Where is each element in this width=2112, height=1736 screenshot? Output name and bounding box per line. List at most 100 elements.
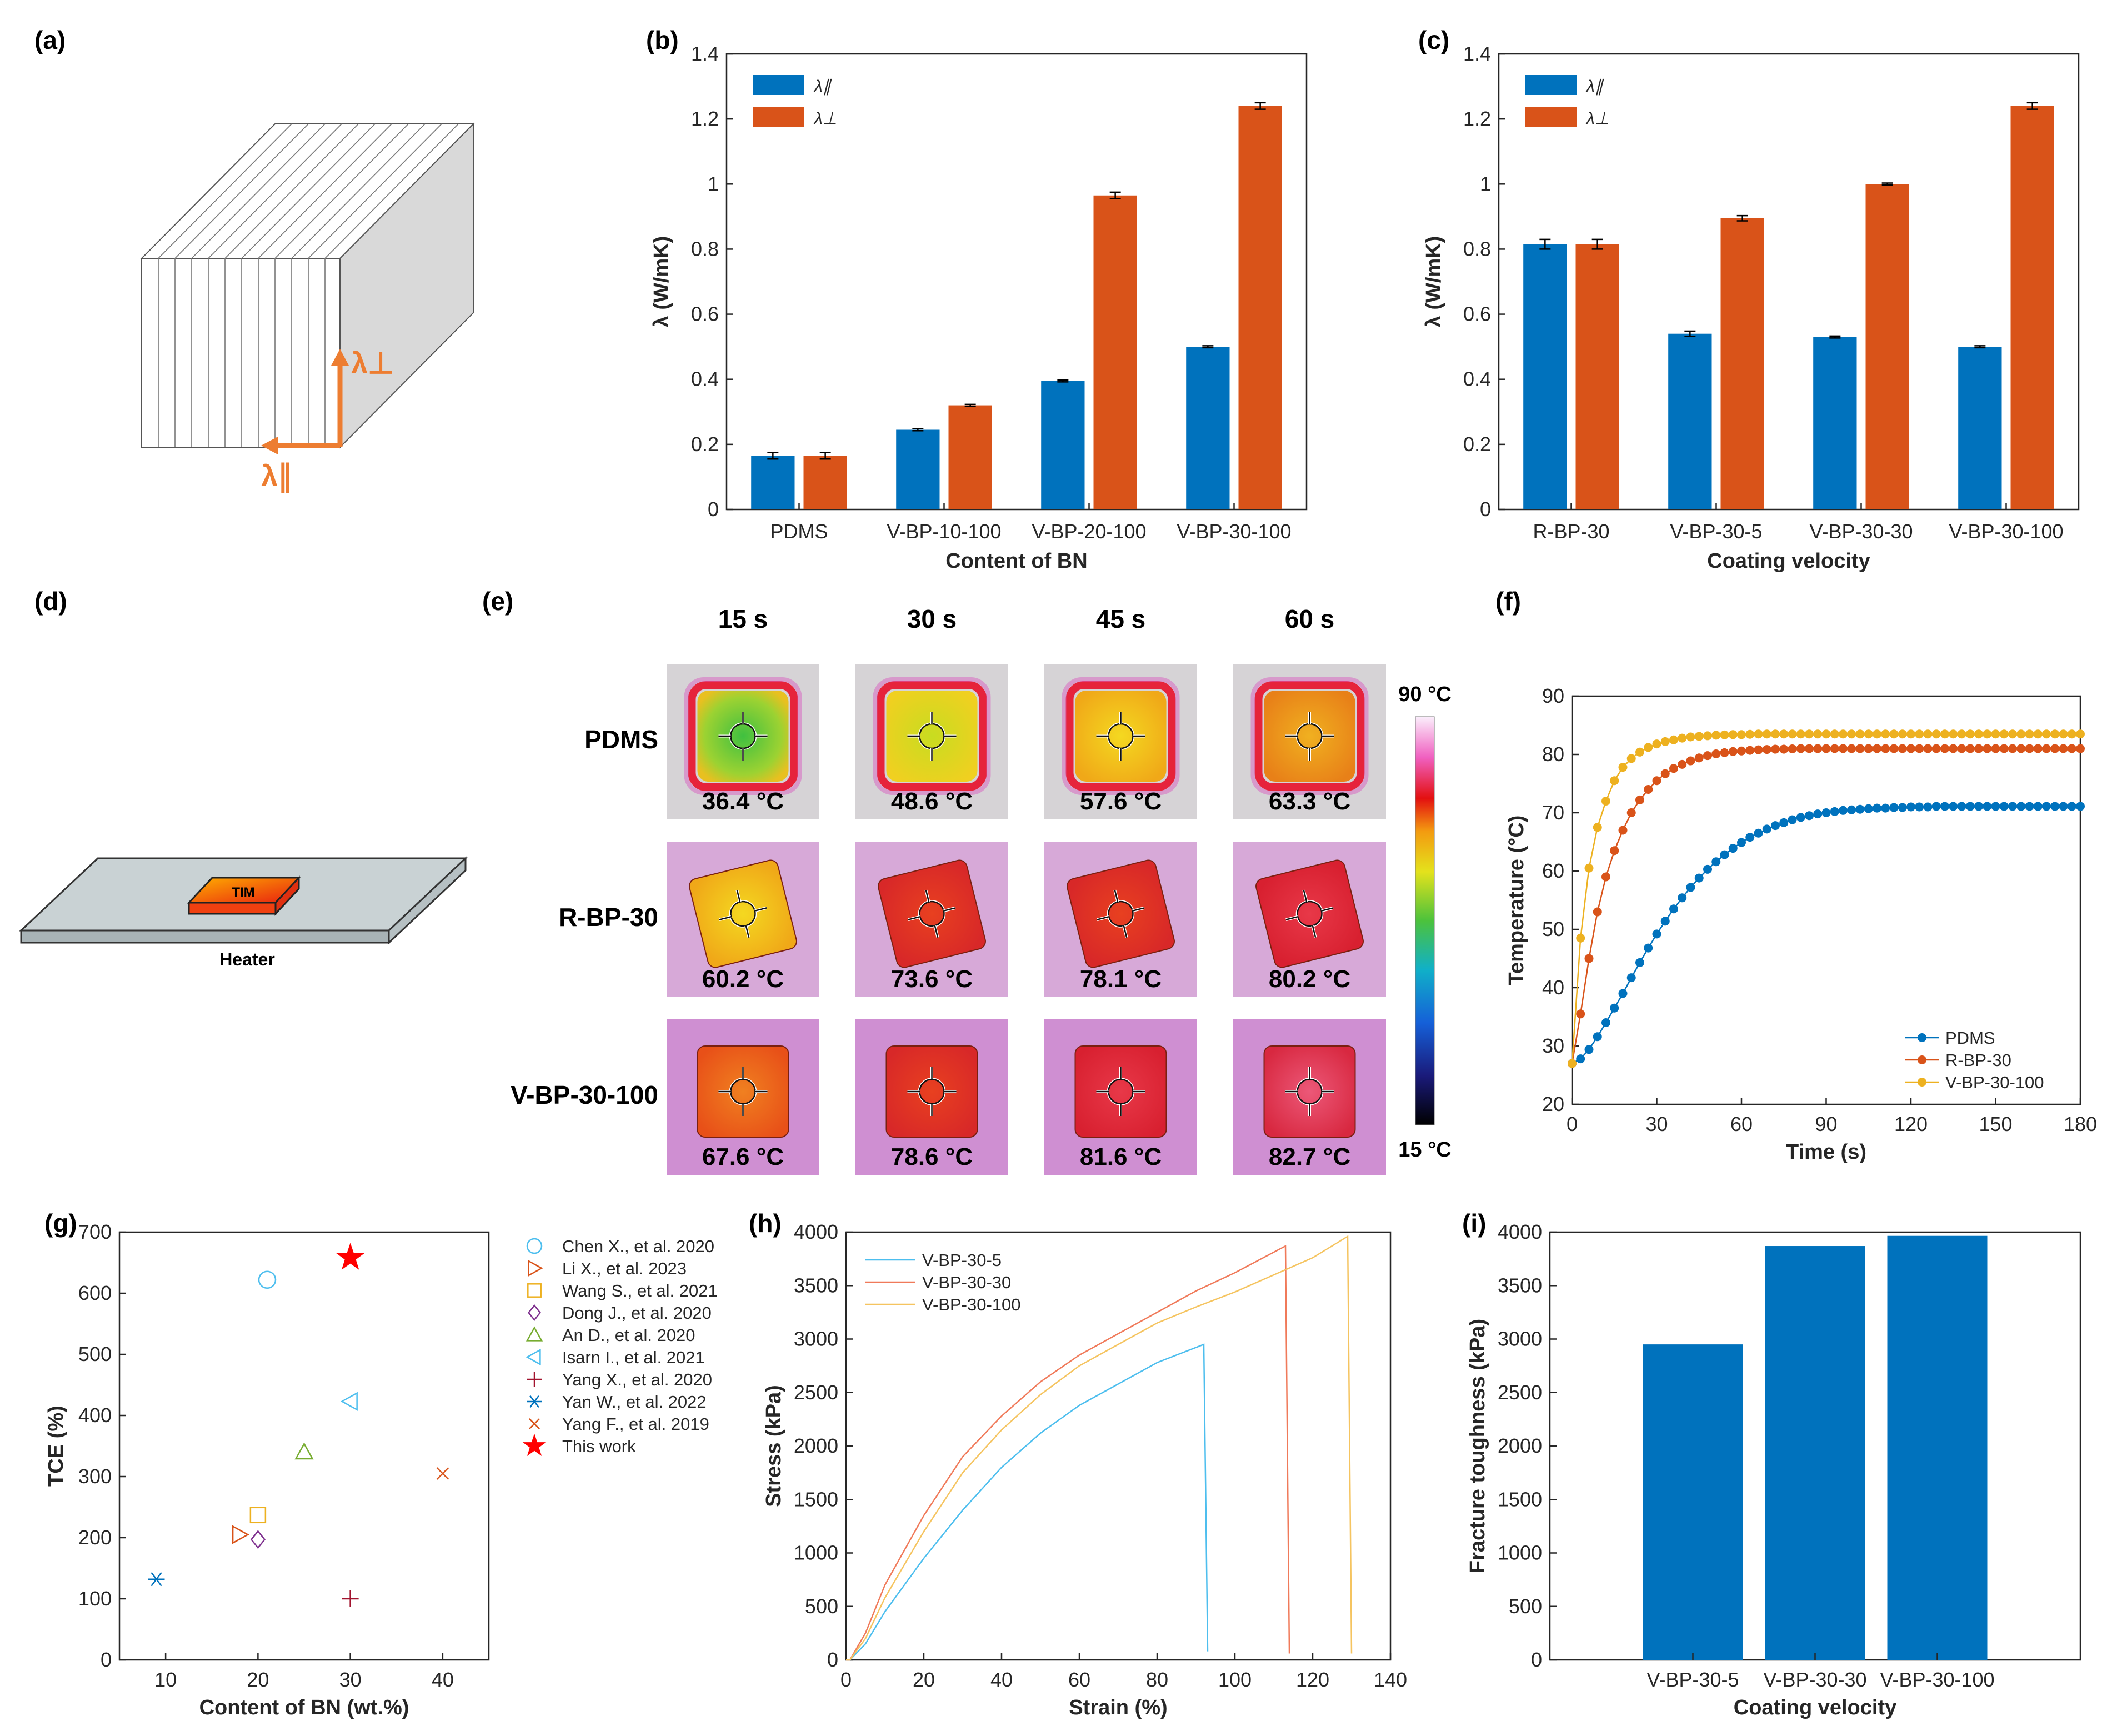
- marker-star: [522, 1433, 547, 1457]
- data-point: [2059, 802, 2068, 811]
- data-point: [1830, 807, 1839, 816]
- data-point: [2042, 744, 2051, 753]
- y-tick-label: 1500: [1498, 1488, 1542, 1510]
- data-point: [2059, 744, 2068, 753]
- data-point: [1779, 729, 1789, 739]
- chart-h: 0 500 1000 1500 2000 2500 3000 3500 4000 0 20 40 60 8…: [762, 1220, 1407, 1719]
- data-point: [1965, 802, 1975, 811]
- data-point: [1644, 743, 1653, 752]
- legend-label: PDMS: [1945, 1028, 1995, 1048]
- x-tick-label: 20: [913, 1668, 935, 1691]
- x-tick-label: 0: [1567, 1113, 1578, 1135]
- panel-label-i: (i): [1462, 1209, 1486, 1238]
- data-point: [1931, 802, 1941, 811]
- temperature-readout: 81.6 °C: [1080, 1143, 1162, 1170]
- marker-triangle-left: [341, 1392, 358, 1411]
- data-point: [1974, 802, 1983, 811]
- glow-rim: [1062, 677, 1180, 795]
- temperature-readout: 63.3 °C: [1269, 788, 1350, 815]
- crosshair-arm: [1123, 925, 1128, 938]
- legend-label: Dong J., et al. 2020: [562, 1303, 712, 1323]
- crosshair-arm: [754, 907, 767, 912]
- bar: [1887, 1235, 1988, 1660]
- chart-c: 0 0.2 0.4 0.6 0.8 1 1.2 1.4 R-BP-30 V-BP-30-5 V-BP…: [1422, 42, 2080, 573]
- chart-b: 0 0.2 0.4 0.6 0.8 1 1.2 1.4 PDMS V-BP-10-100 V-BP-…: [650, 42, 1308, 573]
- data-point: [1855, 729, 1865, 739]
- data-point: [1923, 744, 1933, 753]
- lambda-par-label: λ∥: [261, 459, 293, 493]
- y-tick-label: 1500: [794, 1488, 838, 1510]
- layer-line: [174, 123, 309, 259]
- data-point: [1593, 823, 1602, 832]
- data-point: [1593, 1032, 1602, 1042]
- bar-par: [1958, 347, 2002, 509]
- y-tick-label: 2500: [1498, 1381, 1542, 1404]
- y-tick-label: 1000: [794, 1542, 838, 1564]
- y-axis-label: λ (W/mK): [1422, 236, 1445, 328]
- data-point: [1711, 731, 1721, 740]
- data-point: [1898, 729, 1907, 739]
- marker-circle: [526, 1238, 543, 1254]
- data-point: [1720, 748, 1729, 757]
- data-point: [2067, 802, 2076, 811]
- bar-perp: [1720, 218, 1764, 509]
- data-point: [1711, 857, 1721, 867]
- data-point: [1694, 753, 1704, 763]
- layer-line: [308, 123, 442, 259]
- x-tick-label: 20: [247, 1668, 269, 1691]
- data-point: [1940, 744, 1949, 753]
- data-point: [1873, 729, 1881, 739]
- data-point: [2076, 744, 2085, 753]
- data-point: [1694, 732, 1704, 741]
- legend-swatch: [753, 75, 804, 95]
- data-point: [1889, 729, 1899, 739]
- y-tick-label: 1000: [1498, 1542, 1542, 1564]
- data-point: [1686, 756, 1695, 766]
- crosshair-arm: [934, 925, 939, 938]
- data-point: [1669, 735, 1678, 744]
- y-tick-label: 4000: [1498, 1220, 1542, 1243]
- data-point: [1855, 744, 1865, 753]
- y-tick-label: 300: [78, 1465, 112, 1488]
- data-point: [1974, 729, 1983, 739]
- data-point: [1737, 730, 1746, 739]
- data-point: [2067, 744, 2076, 753]
- y-tick-label: 3500: [1498, 1274, 1542, 1297]
- layer-line: [274, 123, 409, 259]
- data-point: [1635, 958, 1644, 967]
- data-point: [1864, 804, 1873, 813]
- crosshair-arm: [943, 907, 956, 912]
- marker-square: [249, 1507, 267, 1524]
- sample: [1263, 1045, 1356, 1138]
- legend-label: λ⊥: [813, 109, 837, 128]
- legend-marker: [1918, 1033, 1926, 1042]
- y-axis-label: Stress (kPa): [762, 1385, 785, 1507]
- legend-label: Yang X., et al. 2020: [562, 1370, 712, 1389]
- panel-label-a: (a): [34, 26, 66, 54]
- data-point: [1813, 744, 1823, 753]
- y-tick-label: 700: [78, 1220, 112, 1243]
- data-point: [2042, 729, 2051, 739]
- legend-label: This work: [562, 1437, 636, 1456]
- data-point: [1618, 826, 1628, 835]
- data-point: [1983, 802, 1992, 811]
- legend-label: An D., et al. 2020: [562, 1325, 695, 1345]
- panel-label-g: (g): [44, 1209, 77, 1238]
- x-axis-label: Content of BN: [945, 549, 1087, 573]
- legend-label: Yan W., et al. 2022: [562, 1392, 707, 1412]
- x-tick-label: V-BP-30-100: [1880, 1668, 1994, 1691]
- legend-label: V-BP-30-5: [922, 1250, 1002, 1270]
- data-point: [1626, 808, 1636, 817]
- data-point: [1889, 803, 1899, 812]
- crosshair-arm: [908, 916, 920, 920]
- y-tick-label: 400: [78, 1404, 112, 1427]
- y-tick-label: 500: [805, 1595, 838, 1618]
- y-tick-label: 1.2: [1463, 107, 1491, 130]
- data-point: [1957, 802, 1966, 811]
- data-point: [1788, 729, 1797, 739]
- bar-par: [896, 429, 940, 509]
- marker-triangle-right: [528, 1259, 543, 1277]
- sample-surface: [1255, 859, 1364, 968]
- bar-perp: [1575, 244, 1619, 509]
- y-tick-label: 0: [1531, 1648, 1542, 1671]
